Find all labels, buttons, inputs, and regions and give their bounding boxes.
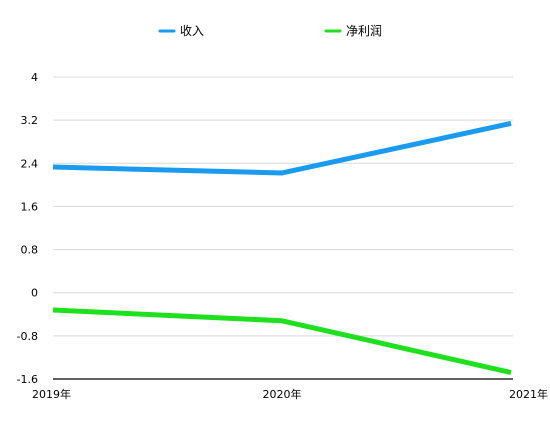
grid-lines xyxy=(53,76,513,380)
y-tick-label: -0.8 xyxy=(17,330,38,343)
legend-label: 收入 xyxy=(180,24,204,38)
x-tick-label: 2019年 xyxy=(32,387,71,401)
series-line-0 xyxy=(52,120,512,176)
y-tick-label: 2.4 xyxy=(21,157,39,170)
series-lines xyxy=(52,120,512,375)
y-tick-label: 4 xyxy=(31,71,38,84)
series-line-1 xyxy=(52,307,512,375)
legend: 收入 净利润 xyxy=(158,24,382,38)
y-tick-label: 1.6 xyxy=(21,200,39,213)
legend-label: 净利润 xyxy=(346,24,382,38)
x-axis: 2019年 2020年 2021年 xyxy=(32,387,548,401)
x-tick-label: 2021年 xyxy=(509,387,548,401)
y-tick-label: 0 xyxy=(31,287,38,300)
y-tick-label: 3.2 xyxy=(21,114,39,127)
y-tick-label: 0.8 xyxy=(21,244,39,257)
y-axis: 4 3.2 2.4 1.6 0.8 0 -0.8 -1.6 xyxy=(17,71,38,386)
y-tick-label: -1.6 xyxy=(17,373,38,386)
x-tick-label: 2020年 xyxy=(263,387,302,401)
